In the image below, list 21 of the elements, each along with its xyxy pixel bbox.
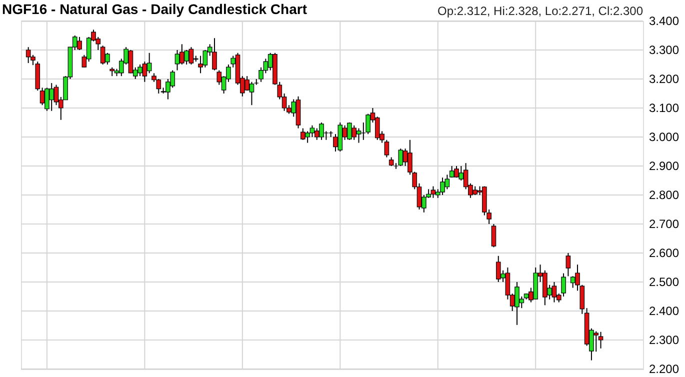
- y-tick-label: 3.000: [649, 130, 680, 144]
- y-tick-label: 2.500: [649, 275, 680, 289]
- y-tick-label: 3.200: [649, 72, 680, 86]
- candlestick: [598, 331, 604, 349]
- y-tick-label: 2.900: [649, 159, 680, 173]
- y-tick-label: 2.200: [649, 362, 680, 376]
- y-tick-label: 2.300: [649, 333, 680, 347]
- y-tick-label: 2.700: [649, 217, 680, 231]
- candlestick: [384, 139, 390, 158]
- candlestick: [146, 52, 152, 74]
- text: Op:2.312, Hi:2.328, Lo:2.271, Cl:2.300: [438, 4, 644, 18]
- y-tick-label: 2.600: [649, 246, 680, 260]
- candlestick: [398, 148, 404, 166]
- y-tick-label: 3.300: [649, 43, 680, 57]
- y-tick-label: 3.100: [649, 101, 680, 115]
- chart-title: NGF16 - Natural Gas - Daily Candlestick Chart: [2, 1, 308, 17]
- y-tick-label: 2.400: [649, 304, 680, 318]
- candlestick: [566, 252, 571, 277]
- candlestick: [491, 224, 496, 248]
- y-tick-label: 3.400: [649, 14, 680, 28]
- y-tick-label: 2.800: [649, 188, 680, 202]
